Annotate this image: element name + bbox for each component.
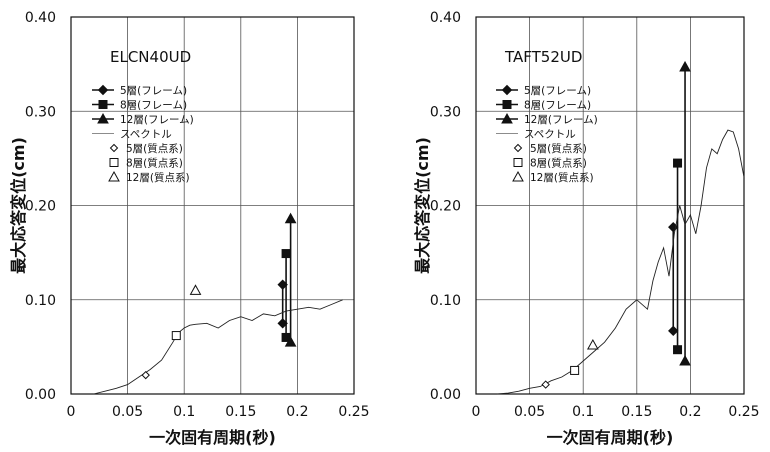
data-point — [674, 159, 682, 167]
y-tick-label: 0.30 — [25, 104, 56, 120]
legend-marker — [515, 145, 522, 152]
legend-label: 12層(質点系) — [530, 171, 594, 184]
x-tick-label: 0.1 — [173, 404, 195, 420]
data-point — [286, 214, 296, 223]
legend-label: 8層(質点系) — [126, 157, 183, 170]
y-tick-label: 0.40 — [25, 10, 56, 26]
data-point — [669, 326, 678, 335]
series — [674, 159, 682, 354]
legend-label: 12層(フレーム) — [120, 114, 194, 126]
y-tick-label: 0.20 — [430, 199, 461, 215]
y-tick-label: 0.20 — [25, 199, 56, 215]
chart-title: ELCN40UD — [110, 48, 191, 66]
y-tick-label: 0.10 — [25, 293, 56, 309]
legend-label: 8層(質点系) — [530, 157, 587, 170]
y-tick-label: 0.40 — [430, 10, 461, 26]
x-tick-label: 0.2 — [679, 404, 701, 420]
data-point — [680, 62, 690, 71]
spectrum-line — [497, 130, 744, 394]
data-point — [282, 250, 290, 258]
legend-marker — [110, 159, 118, 167]
y-tick-label: 0.00 — [430, 387, 461, 403]
legend-label: 8層(フレーム) — [120, 100, 187, 112]
x-tick-label: 0.1 — [572, 404, 594, 420]
x-tick-label: 0.05 — [112, 404, 143, 420]
x-tick-label: 0.05 — [514, 404, 545, 420]
y-tick-label: 0.30 — [430, 104, 461, 120]
data-point — [571, 366, 579, 374]
legend-label: 5層(フレーム) — [120, 85, 187, 97]
x-tick-label: 0.25 — [338, 404, 369, 420]
legend-marker — [111, 145, 118, 152]
legend-marker — [109, 172, 119, 181]
series — [142, 372, 149, 379]
legend-label: 5層(質点系) — [530, 142, 587, 155]
series — [286, 214, 296, 346]
data-point — [588, 340, 598, 349]
chart-title: TAFT52UD — [504, 48, 582, 66]
series — [497, 130, 744, 394]
data-point — [680, 356, 690, 365]
y-axis-label: 最大応答変位(cm) — [413, 137, 432, 274]
x-axis-label: 一次固有周期(秒) — [149, 428, 276, 447]
x-tick-label: 0.2 — [286, 404, 308, 420]
legend-label: 5層(質点系) — [126, 142, 183, 155]
series — [191, 285, 201, 294]
legend-marker — [513, 172, 523, 181]
legend-label: 12層(質点系) — [126, 171, 190, 184]
y-axis-label: 最大応答変位(cm) — [9, 137, 28, 274]
legend-label: 8層(フレーム) — [524, 100, 591, 112]
x-tick-label: 0 — [67, 404, 76, 420]
y-tick-label: 0.00 — [25, 387, 56, 403]
x-tick-label: 0.15 — [621, 404, 652, 420]
legend-label: スペクトル — [524, 129, 576, 141]
chart-panel: 0 0.05 0.1 0.15 0.2 0.25 0.00 0.10 0.20 0.30 0.40 一… — [413, 10, 760, 447]
x-tick-label: 0 — [472, 404, 481, 420]
series — [94, 300, 343, 394]
legend-marker — [503, 86, 512, 95]
x-tick-label: 0.25 — [728, 404, 759, 420]
series — [571, 366, 579, 374]
data-point — [172, 332, 180, 340]
legend-marker — [503, 101, 511, 109]
data-point — [142, 372, 149, 379]
spectrum-line — [94, 300, 343, 394]
legend-label: 5層(フレーム) — [524, 85, 591, 97]
legend-marker — [99, 101, 107, 109]
y-tick-label: 0.10 — [430, 293, 461, 309]
data-point — [674, 346, 682, 354]
series — [172, 332, 180, 340]
legend-marker — [99, 86, 108, 95]
series — [588, 340, 598, 349]
legend-label: 12層(フレーム) — [524, 114, 598, 126]
x-tick-label: 0.15 — [225, 404, 256, 420]
data-point — [191, 285, 201, 294]
chart-panel: 0 0.05 0.1 0.15 0.2 0.25 0.00 0.10 0.20 0.30 0.40 一… — [9, 10, 370, 447]
legend-label: スペクトル — [120, 129, 172, 141]
x-axis-label: 一次固有周期(秒) — [547, 428, 674, 447]
legend-marker — [514, 159, 522, 167]
